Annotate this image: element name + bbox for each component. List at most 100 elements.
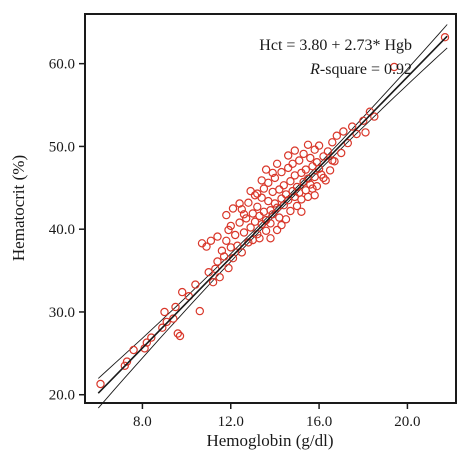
data-point [321,176,330,185]
data-point [235,199,244,208]
data-point [286,206,295,216]
data-point [235,218,244,227]
data-point [352,129,361,139]
y-tick-label: 40.0 [49,222,75,238]
data-point [281,215,291,224]
data-point [328,138,337,147]
data-point [310,191,319,200]
data-point [361,128,370,137]
x-tick-label: 12.0 [218,414,244,430]
data-point [219,252,229,261]
y-tick-label: 60.0 [49,57,75,73]
data-point [359,116,368,126]
confidence-band-upper [97,24,448,379]
data-point [299,149,308,159]
data-point [277,167,286,177]
data-point [226,221,235,231]
data-point [261,226,271,235]
data-point [310,145,319,154]
data-point [230,230,240,240]
data-point [284,195,293,205]
data-point [244,198,253,207]
x-axis-label: Hemoglobin (g/dl) [206,431,333,450]
data-point [306,153,315,163]
data-point [224,263,233,273]
data-point [213,257,222,266]
data-point [284,151,293,160]
data-point [275,185,284,194]
data-point [233,241,242,250]
data-point [142,338,151,347]
data-point [370,112,379,121]
data-point [290,146,299,155]
data-point [266,234,275,243]
data-point [224,225,233,235]
regression-line [97,35,448,394]
data-point [241,214,251,223]
axes: 8.0 12.0 16.0 20.0 20.0 30.0 40.0 50.0 60.0 [49,57,421,430]
data-point [237,205,246,214]
data-point [222,236,231,245]
data-point [239,210,249,219]
data-point [314,164,324,173]
data-point [195,306,204,316]
data-point [275,213,284,222]
data-point [332,131,341,140]
data-point [337,148,346,158]
data-point [208,278,218,287]
x-tick-label: 16.0 [306,414,332,430]
data-point [222,210,231,220]
data-point [314,141,324,150]
data-point [303,140,313,149]
data-point [177,287,187,297]
data-point [292,201,302,211]
data-point [268,168,277,178]
y-axis-label: Hematocrit (%) [9,155,28,261]
data-point [270,199,280,208]
data-point [281,190,291,199]
data-point [272,225,282,235]
r-square-value: -square = 0.92 [320,61,412,78]
y-tick-label: 50.0 [49,139,75,155]
regression-line-group [97,35,448,394]
data-point [162,317,171,327]
data-point [277,220,286,230]
data-point [173,329,182,338]
data-point [257,176,266,185]
data-point [319,173,328,183]
data-point [259,184,269,193]
equation-label: Hct = 3.80 + 2.73* Hgb [259,37,412,54]
data-point [319,152,328,161]
data-point [239,228,249,237]
x-tick-label: 20.0 [394,414,420,430]
data-point [325,166,335,175]
r-square-label: R-square = 0.92 [309,61,412,78]
y-tick-label: 30.0 [49,305,75,321]
data-point [286,176,295,186]
data-point [120,361,130,370]
data-point [255,234,264,243]
data-point [96,379,105,389]
data-point [266,219,275,228]
data-point [204,268,213,277]
data-point [272,159,282,168]
data-point [261,165,271,174]
data-point [246,223,255,232]
data-point [171,302,180,312]
data-point [160,307,169,317]
data-point [279,181,288,190]
data-point [301,165,310,174]
data-point [217,246,227,255]
plot-frame [84,13,457,404]
data-point [440,33,450,42]
confidence-band [97,24,448,409]
data-point [202,242,211,251]
data-point [343,138,352,148]
data-point [312,181,322,191]
data-point [175,331,185,341]
data-point [228,204,238,213]
data-point [279,200,288,210]
data-point [129,345,138,355]
data-point [268,210,277,219]
